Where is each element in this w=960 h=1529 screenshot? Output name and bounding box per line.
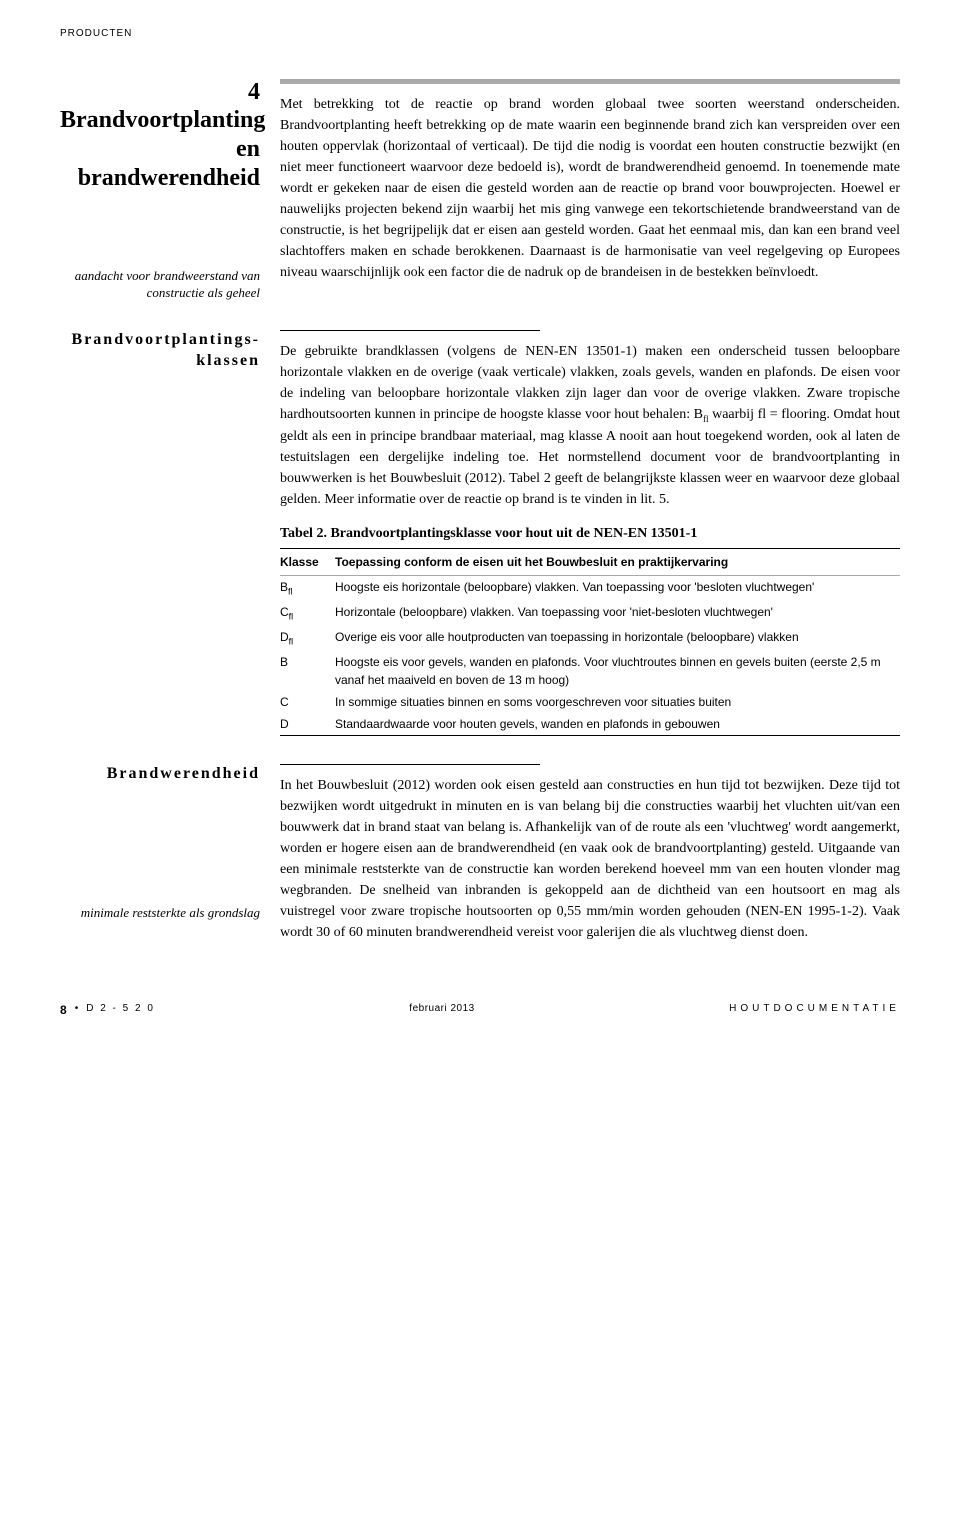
table-row: CIn sommige situaties binnen en soms voo… [280,691,900,713]
table-row: DStandaardwaarde voor houten gevels, wan… [280,713,900,735]
section-chapter-intro: 4 Brandvoortplanting en brandwerendheid … [60,79,900,302]
left-column: Brandvoortplantings-klassen [60,330,280,736]
cell-klasse: Bfl [280,578,335,599]
cell-klasse: C [280,693,335,711]
classification-table: Klasse Toepassing conform de eisen uit h… [280,548,900,736]
body-paragraph-2: De gebruikte brandklassen (volgens de NE… [280,341,900,510]
footer-publication: HOUTDOCUMENTATIE [729,1003,900,1017]
right-column: Met betrekking tot de reactie op brand w… [280,79,900,302]
footer-code: D 2 - 5 2 0 [86,1003,155,1017]
left-column: 4 Brandvoortplanting en brandwerendheid … [60,79,280,302]
footer-date: februari 2013 [409,1003,474,1017]
margin-note-2: minimale reststerkte als grondslag [60,905,260,922]
section-brandwerendheid: Brandwerendheid minimale reststerkte als… [60,764,900,943]
margin-note-1: aandacht voor brandweerstand van constru… [60,268,260,302]
table-caption: Tabel 2. Brandvoortplantingsklasse voor … [280,526,900,542]
body-paragraph-3: In het Bouwbesluit (2012) worden ook eis… [280,775,900,943]
right-column: De gebruikte brandklassen (volgens de NE… [280,330,900,736]
section-brandvoortplantingsklassen: Brandvoortplantings-klassen De gebruikte… [60,330,900,736]
footer-left: 8 • D 2 - 5 2 0 [60,1003,155,1017]
footer-bullet: • [75,1003,79,1017]
cell-desc: Overige eis voor alle houtproducten van … [335,628,900,649]
cell-desc: Hoogste eis horizontale (beloopbare) vla… [335,578,900,599]
table-row: BHoogste eis voor gevels, wanden en plaf… [280,651,900,691]
grey-divider [280,79,900,84]
table-header-row: Klasse Toepassing conform de eisen uit h… [280,549,900,576]
cell-klasse: B [280,653,335,689]
right-column: In het Bouwbesluit (2012) worden ook eis… [280,764,900,943]
page-footer: 8 • D 2 - 5 2 0 februari 2013 HOUTDOCUME… [60,1003,900,1017]
table-row: DflOverige eis voor alle houtproducten v… [280,626,900,651]
category-label: PRODUCTEN [60,28,900,39]
left-column: Brandwerendheid minimale reststerkte als… [60,764,280,943]
body-text-part2: waarbij fl = flooring. Omdat hout geldt … [280,407,900,507]
chapter-number: 4 [60,79,260,106]
table-row: CflHorizontale (beloopbare) vlakken. Van… [280,601,900,626]
subsection-rule [280,330,540,331]
subsection-title-2: Brandwerendheid [60,764,260,785]
table-row: BflHoogste eis horizontale (beloopbare) … [280,576,900,601]
cell-klasse: Dfl [280,628,335,649]
cell-klasse: D [280,715,335,733]
chapter-title: Brandvoortplanting en brandwerendheid [60,106,260,192]
cell-klasse: Cfl [280,603,335,624]
cell-desc: Hoogste eis voor gevels, wanden en plafo… [335,653,900,689]
subsection-rule [280,764,540,765]
cell-desc: In sommige situaties binnen en soms voor… [335,693,900,711]
subsection-title-1: Brandvoortplantings-klassen [60,330,260,372]
body-paragraph-1: Met betrekking tot de reactie op brand w… [280,94,900,283]
page-number: 8 [60,1003,67,1017]
cell-desc: Horizontale (beloopbare) vlakken. Van to… [335,603,900,624]
header-desc: Toepassing conform de eisen uit het Bouw… [335,553,900,571]
header-klasse: Klasse [280,553,335,571]
table-body: BflHoogste eis horizontale (beloopbare) … [280,576,900,735]
cell-desc: Standaardwaarde voor houten gevels, wand… [335,715,900,733]
